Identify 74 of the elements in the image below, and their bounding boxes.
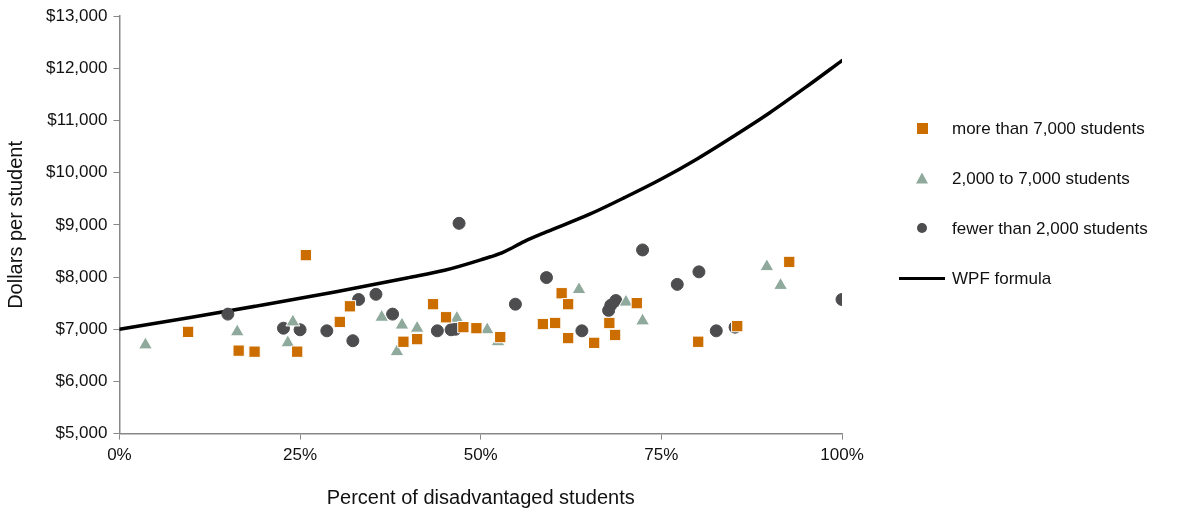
point xyxy=(636,243,650,257)
legend-label: fewer than 2,000 students xyxy=(952,218,1148,240)
point xyxy=(630,297,643,310)
point xyxy=(692,265,706,279)
point xyxy=(536,317,550,331)
x-tick-label: 25% xyxy=(283,445,318,465)
y-tick-label: $11,000 xyxy=(47,110,108,130)
legend-label: WPF formula xyxy=(952,268,1052,290)
point xyxy=(291,345,304,358)
point xyxy=(439,311,453,324)
point xyxy=(386,307,400,321)
x-tick-label: 100% xyxy=(820,445,864,465)
point xyxy=(181,325,195,339)
point xyxy=(389,343,405,357)
point xyxy=(394,316,410,330)
point xyxy=(692,335,705,348)
y-tick-label: $5,000 xyxy=(55,423,108,443)
point xyxy=(452,216,466,230)
point xyxy=(410,333,424,346)
point xyxy=(602,303,616,317)
point xyxy=(635,312,651,326)
x-axis-title: Percent of disadvantaged students xyxy=(326,485,635,508)
point xyxy=(352,293,366,307)
point xyxy=(280,334,296,348)
y-tick-label: $12,000 xyxy=(46,58,108,78)
point xyxy=(333,315,346,329)
point xyxy=(508,297,522,311)
y-axis-title: Dollars per student xyxy=(3,140,26,309)
point xyxy=(232,344,245,357)
legend-label: 2,000 to 7,000 students xyxy=(952,168,1130,190)
point xyxy=(759,258,775,272)
point xyxy=(343,300,357,313)
y-tick-label: $9,000 xyxy=(55,214,108,234)
x-tick-label: 0% xyxy=(107,445,132,465)
point xyxy=(588,336,601,349)
point xyxy=(457,321,470,334)
point xyxy=(285,313,301,327)
point xyxy=(709,324,723,338)
line-series xyxy=(119,58,842,331)
point xyxy=(397,335,410,348)
point xyxy=(221,307,235,321)
point xyxy=(470,322,483,335)
point xyxy=(426,298,440,311)
y-tick-label: $7,000 xyxy=(55,318,108,338)
point xyxy=(430,324,444,338)
point xyxy=(571,281,587,295)
point xyxy=(555,287,568,300)
point xyxy=(248,345,261,358)
point xyxy=(229,323,245,337)
y-tick-label: $13,000 xyxy=(46,5,108,25)
point xyxy=(562,298,575,311)
point xyxy=(299,249,313,262)
y-tick-label: $8,000 xyxy=(55,266,108,286)
x-tick-label: 75% xyxy=(644,445,679,465)
point xyxy=(320,324,334,338)
point xyxy=(670,277,684,291)
point xyxy=(783,255,796,269)
point xyxy=(548,316,562,330)
x-tick-label: 50% xyxy=(463,445,498,465)
point xyxy=(138,336,153,350)
y-tick-label: $10,000 xyxy=(46,162,108,182)
point xyxy=(276,321,290,335)
point xyxy=(409,319,425,333)
point xyxy=(374,308,390,322)
point xyxy=(369,287,383,301)
y-tick-label: $6,000 xyxy=(55,371,108,391)
point xyxy=(575,324,589,338)
point xyxy=(562,331,575,345)
point xyxy=(346,334,360,348)
point xyxy=(603,316,616,330)
point xyxy=(608,328,622,342)
legend-label: more than 7,000 students xyxy=(952,118,1145,140)
point xyxy=(494,330,507,344)
point xyxy=(539,271,553,285)
